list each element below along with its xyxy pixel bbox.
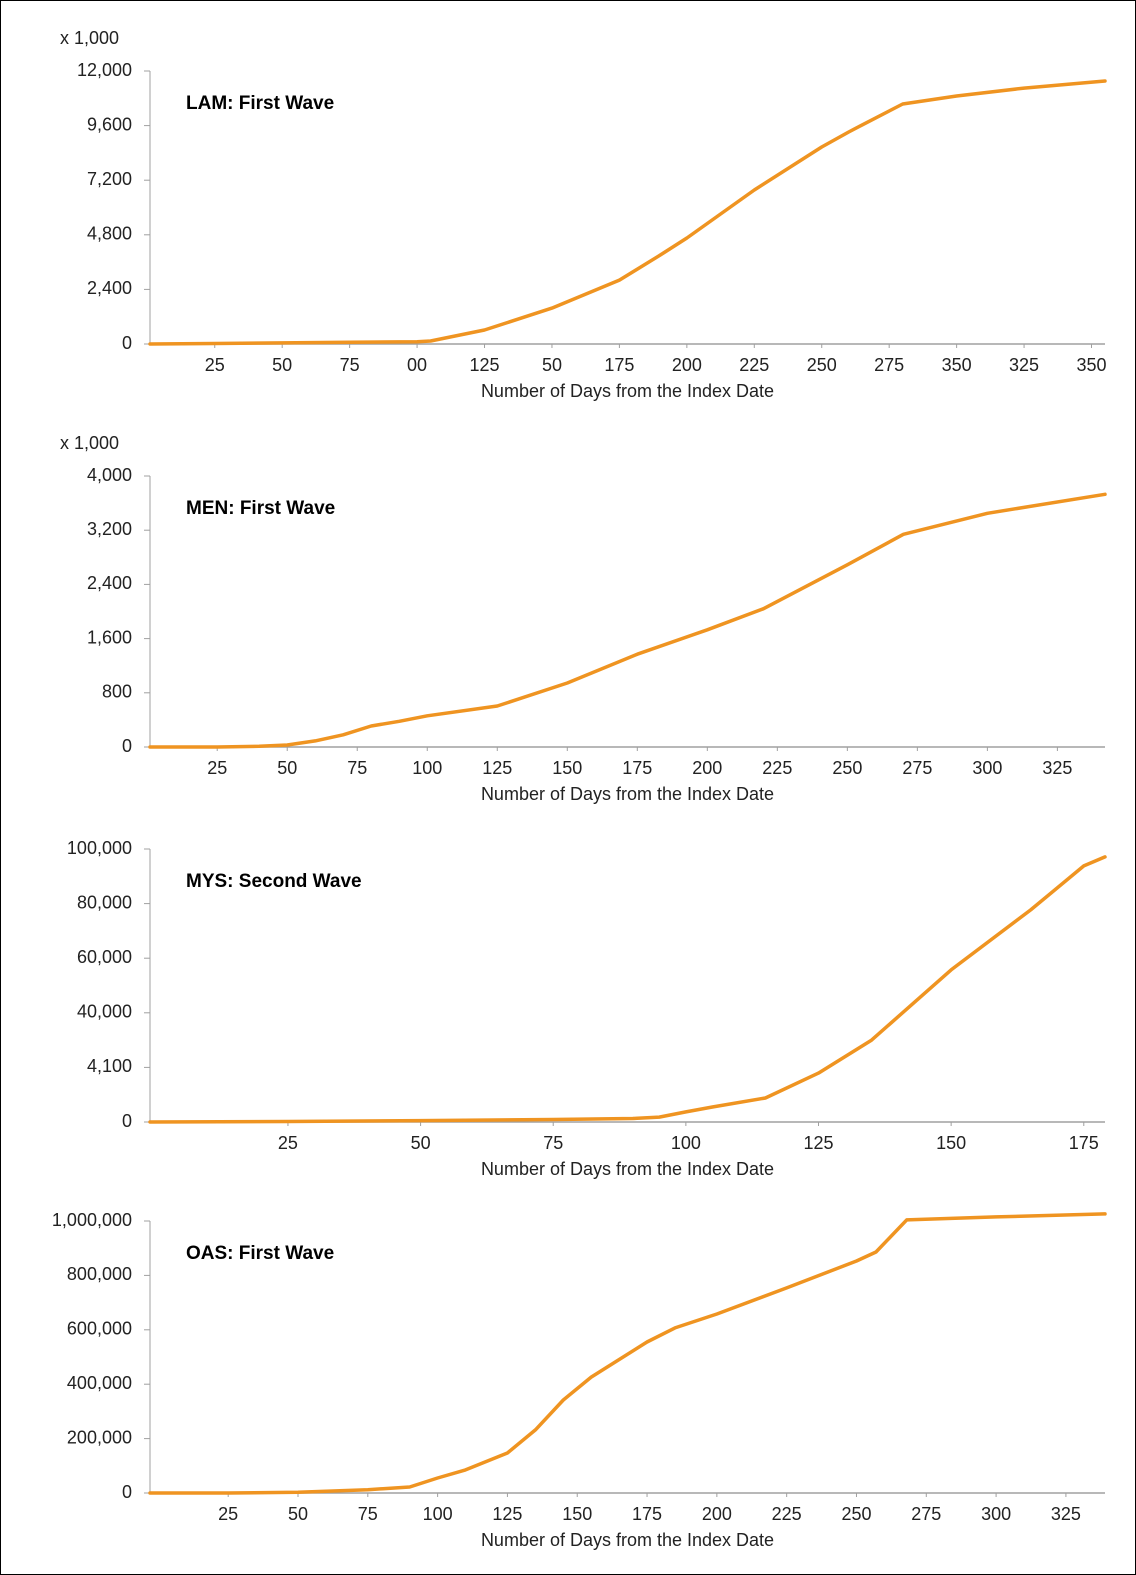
x-tick-label: 25 (278, 1133, 298, 1153)
x-tick-label: 350 (942, 355, 972, 375)
y-tick-label: 4,000 (87, 465, 132, 485)
data-line (148, 492, 1107, 749)
x-tick-label: 75 (358, 1504, 378, 1524)
x-tick-label: 50 (411, 1133, 431, 1153)
x-tick-label: 75 (543, 1133, 563, 1153)
data-line (148, 1212, 1107, 1495)
x-tick-label: 50 (277, 758, 297, 778)
y-tick-label: 60,000 (77, 947, 132, 967)
x-tick-label: 350 (1076, 355, 1106, 375)
x-tick-label: 275 (874, 355, 904, 375)
chart-title: MEN: First Wave (186, 498, 335, 519)
x-tick-label: 200 (692, 758, 722, 778)
x-tick-label: 75 (340, 355, 360, 375)
x-tick-label: 275 (911, 1504, 941, 1524)
y-tick-label: 7,200 (87, 169, 132, 189)
data-line (148, 79, 1107, 346)
x-tick-label: 00 (407, 355, 427, 375)
x-axis-label: Number of Days from the Index Date (481, 381, 774, 401)
y-multiplier: x 1,000 (60, 433, 119, 453)
x-tick-label: 225 (762, 758, 792, 778)
x-tick-label: 100 (671, 1133, 701, 1153)
y-tick-label: 800 (102, 682, 132, 702)
x-tick-label: 275 (902, 758, 932, 778)
x-tick-label: 325 (1042, 758, 1072, 778)
x-tick-label: 200 (672, 355, 702, 375)
x-tick-label: 50 (288, 1504, 308, 1524)
y-tick-label: 0 (122, 1111, 132, 1131)
x-tick-label: 25 (207, 758, 227, 778)
y-tick-label: 4,100 (87, 1056, 132, 1076)
x-tick-label: 150 (552, 758, 582, 778)
x-axis-label: Number of Days from the Index Date (481, 1530, 774, 1550)
x-tick-label: 175 (622, 758, 652, 778)
x-tick-label: 125 (492, 1504, 522, 1524)
x-tick-label: 175 (1069, 1133, 1099, 1153)
x-tick-label: 175 (632, 1504, 662, 1524)
x-tick-label: 50 (542, 355, 562, 375)
y-tick-label: 600,000 (67, 1319, 132, 1339)
y-tick-label: 40,000 (77, 1002, 132, 1022)
x-tick-label: 225 (772, 1504, 802, 1524)
x-tick-label: 100 (423, 1504, 453, 1524)
x-tick-label: 300 (981, 1504, 1011, 1524)
x-tick-label: 175 (604, 355, 634, 375)
x-tick-label: 300 (972, 758, 1002, 778)
x-tick-label: 150 (936, 1133, 966, 1153)
y-tick-label: 200,000 (67, 1427, 132, 1447)
chart-title: LAM: First Wave (186, 93, 334, 114)
x-tick-label: 325 (1009, 355, 1039, 375)
y-tick-label: 0 (122, 333, 132, 353)
data-line (148, 855, 1107, 1124)
y-tick-label: 1,600 (87, 627, 132, 647)
x-tick-label: 100 (412, 758, 442, 778)
x-tick-label: 250 (807, 355, 837, 375)
x-tick-label: 125 (803, 1133, 833, 1153)
x-tick-label: 150 (562, 1504, 592, 1524)
y-tick-label: 2,400 (87, 573, 132, 593)
y-tick-label: 12,000 (77, 60, 132, 80)
x-tick-label: 325 (1051, 1504, 1081, 1524)
y-tick-label: 9,600 (87, 114, 132, 134)
y-tick-label: 80,000 (77, 892, 132, 912)
y-tick-label: 2,400 (87, 278, 132, 298)
x-axis-label: Number of Days from the Index Date (481, 1159, 774, 1179)
x-tick-label: 75 (347, 758, 367, 778)
x-tick-label: 125 (482, 758, 512, 778)
y-tick-label: 400,000 (67, 1373, 132, 1393)
x-axis-label: Number of Days from the Index Date (481, 784, 774, 804)
x-tick-label: 25 (218, 1504, 238, 1524)
x-tick-label: 50 (272, 355, 292, 375)
y-tick-label: 4,800 (87, 224, 132, 244)
x-tick-label: 225 (739, 355, 769, 375)
y-tick-label: 800,000 (67, 1264, 132, 1284)
x-tick-label: 25 (205, 355, 225, 375)
y-tick-label: 0 (122, 1482, 132, 1502)
chart-title: MYS: Second Wave (186, 871, 362, 892)
y-multiplier: x 1,000 (60, 28, 119, 48)
chart-title: OAS: First Wave (186, 1243, 334, 1264)
x-tick-label: 200 (702, 1504, 732, 1524)
x-tick-label: 250 (832, 758, 862, 778)
x-tick-label: 250 (841, 1504, 871, 1524)
y-tick-label: 3,200 (87, 519, 132, 539)
x-tick-label: 125 (469, 355, 499, 375)
y-tick-label: 1,000,000 (52, 1210, 132, 1230)
y-tick-label: 100,000 (67, 838, 132, 858)
y-tick-label: 0 (122, 736, 132, 756)
